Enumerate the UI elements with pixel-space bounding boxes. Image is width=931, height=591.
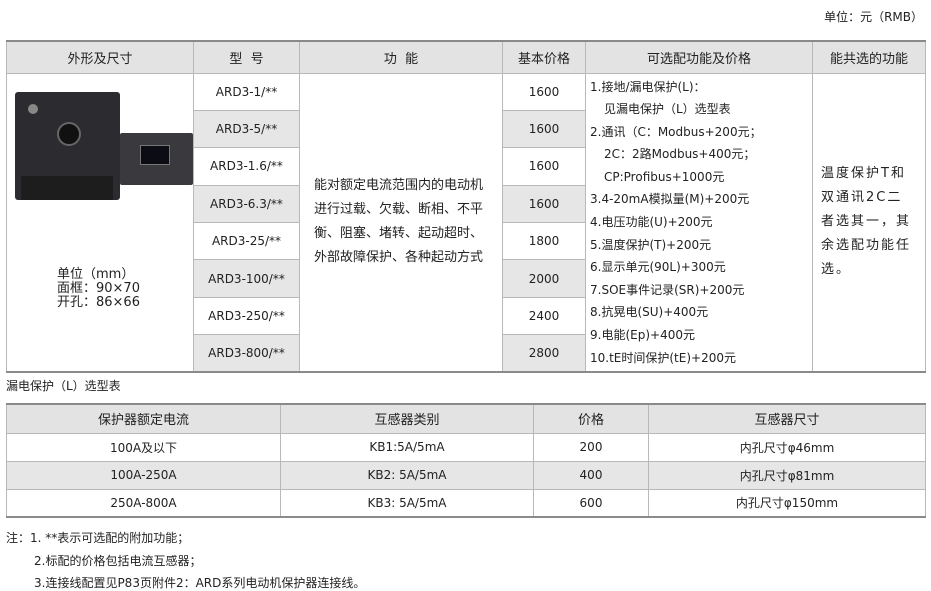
unit-label: 单位：元（RMB） <box>824 10 923 24</box>
table-row: ARD3-100/** 2000 <box>7 259 926 298</box>
table-row: 单位（mm） 面框：90×70 开孔：86×66 ARD3-1/** 能对额定电… <box>6 72 926 373</box>
note-3: 3.连接线配置见P83页附件2：ARD系列电动机保护器连接线。 <box>34 576 366 590</box>
header-base-price: 基本价格 <box>502 40 586 74</box>
leak-protection-table: 保护器额定电流 互感器类别 价格 互感器尺寸 100A及以下 KB1:5A/5m… <box>6 403 926 518</box>
dim-unit: 单位（mm） <box>57 266 135 282</box>
dim-frame: 面框：90×70 <box>57 280 140 296</box>
dim-hole: 开孔：86×66 <box>57 294 140 310</box>
option-item: 4.电压功能(U)+200元 <box>590 215 713 230</box>
transformer-size-cell: 内孔尺寸φ81mm <box>648 460 926 490</box>
option-item: 2.通讯（C：Modbus+200元； <box>590 124 762 139</box>
price-cell: 2000 <box>502 259 586 298</box>
display-unit-image <box>120 132 193 185</box>
model-cell: ARD3-5/** <box>193 109 300 149</box>
option-item: 见漏电保护（L）选型表 <box>604 102 731 117</box>
rated-current-cell: 100A-250A <box>6 460 281 490</box>
note-1: 注：1. **表示可选配的附加功能； <box>6 531 190 545</box>
option-item: 7.SOE事件记录(SR)+200元 <box>590 282 745 297</box>
protector-device-image <box>15 91 120 200</box>
price-cell: 1800 <box>502 222 586 261</box>
header-model: 型 号 <box>193 40 300 74</box>
price-cell: 2400 <box>502 296 586 336</box>
header-transformer-type: 互感器类别 <box>280 403 534 434</box>
table-row: 100A-250A KB2: 5A/5mA 400 内孔尺寸φ81mm <box>6 460 926 490</box>
price-cell: 1600 <box>502 109 586 149</box>
price-cell: 2800 <box>502 334 586 373</box>
option-item: 6.显示单元(90L)+300元 <box>590 260 726 275</box>
table-row: ARD3-1.6/** 1600 <box>7 147 926 186</box>
header-shared: 能共选的功能 <box>812 40 926 74</box>
transformer-type-cell: KB3: 5A/5mA <box>280 488 534 518</box>
price-cell: 200 <box>533 432 649 462</box>
shared-functions-cell: 温度保护T和双通讯2C二者选其一，其余选配功能任选。 <box>812 72 926 373</box>
price-cell: 600 <box>533 488 649 518</box>
product-shape-cell: 单位（mm） 面框：90×70 开孔：86×66 <box>6 72 194 373</box>
header-options: 可选配功能及价格 <box>585 40 813 74</box>
transformer-size-cell: 内孔尺寸φ150mm <box>648 488 926 518</box>
option-item: 10.tE时间保护(tE)+200元 <box>590 350 736 365</box>
option-item: CP:Profibus+1000元 <box>604 169 725 184</box>
model-cell: ARD3-1/** <box>193 72 300 111</box>
model-cell: ARD3-100/** <box>193 259 300 298</box>
table-row: ARD3-800/** 2800 <box>7 334 926 373</box>
header-price: 价格 <box>533 403 649 434</box>
price-cell: 400 <box>533 460 649 490</box>
option-item: 9.电能(Ep)+400元 <box>590 328 695 343</box>
model-cell: ARD3-25/** <box>193 222 300 261</box>
header-function: 功 能 <box>299 40 503 74</box>
table-row: ARD3-5/** 1600 <box>7 109 926 149</box>
transformer-type-cell: KB1:5A/5mA <box>280 432 534 462</box>
options-cell: 1.接地/漏电保护(L)： 见漏电保护（L）选型表 2.通讯（C：Modbus+… <box>585 72 813 373</box>
note-2: 2.标配的价格包括电流互感器； <box>34 554 202 568</box>
option-item: 2C：2路Modbus+400元； <box>604 147 756 162</box>
price-cell: 1600 <box>502 72 586 111</box>
option-item: 5.温度保护(T)+200元 <box>590 237 712 252</box>
dimensions: 单位（mm） 面框：90×70 开孔：86×66 <box>57 266 140 310</box>
transformer-size-cell: 内孔尺寸φ46mm <box>648 432 926 462</box>
model-cell: ARD3-1.6/** <box>193 147 300 186</box>
rated-current-cell: 250A-800A <box>6 488 281 518</box>
rated-current-cell: 100A及以下 <box>6 432 281 462</box>
header-shape: 外形及尺寸 <box>6 40 194 74</box>
model-cell: ARD3-6.3/** <box>193 184 300 224</box>
price-cell: 1600 <box>502 184 586 224</box>
table-row: ARD3-25/** 1800 <box>7 222 926 261</box>
option-item: 1.接地/漏电保护(L)： <box>590 79 706 94</box>
table-row: ARD3-6.3/** 1600 <box>7 184 926 224</box>
table-row: ARD3-250/** 2400 <box>7 296 926 336</box>
table-header-row: 保护器额定电流 互感器类别 价格 互感器尺寸 <box>6 403 926 434</box>
model-cell: ARD3-800/** <box>193 334 300 373</box>
price-table: 外形及尺寸 型 号 功 能 基本价格 可选配功能及价格 能共选的功能 单位（mm… <box>6 40 926 374</box>
function-cell: 能对额定电流范围内的电动机进行过载、欠载、断相、不平衡、阻塞、堵转、起动超时、外… <box>299 72 503 373</box>
leak-table-title: 漏电保护（L）选型表 <box>6 379 121 393</box>
table-header-row: 外形及尺寸 型 号 功 能 基本价格 可选配功能及价格 能共选的功能 <box>6 40 926 74</box>
price-cell: 1600 <box>502 147 586 186</box>
table-row: 100A及以下 KB1:5A/5mA 200 内孔尺寸φ46mm <box>6 432 926 462</box>
header-rated-current: 保护器额定电流 <box>6 403 281 434</box>
header-transformer-size: 互感器尺寸 <box>648 403 926 434</box>
option-item: 3.4-20mA模拟量(M)+200元 <box>590 192 750 207</box>
transformer-type-cell: KB2: 5A/5mA <box>280 460 534 490</box>
option-item: 8.抗晃电(SU)+400元 <box>590 305 709 320</box>
table-row: 250A-800A KB3: 5A/5mA 600 内孔尺寸φ150mm <box>6 488 926 518</box>
model-cell: ARD3-250/** <box>193 296 300 336</box>
